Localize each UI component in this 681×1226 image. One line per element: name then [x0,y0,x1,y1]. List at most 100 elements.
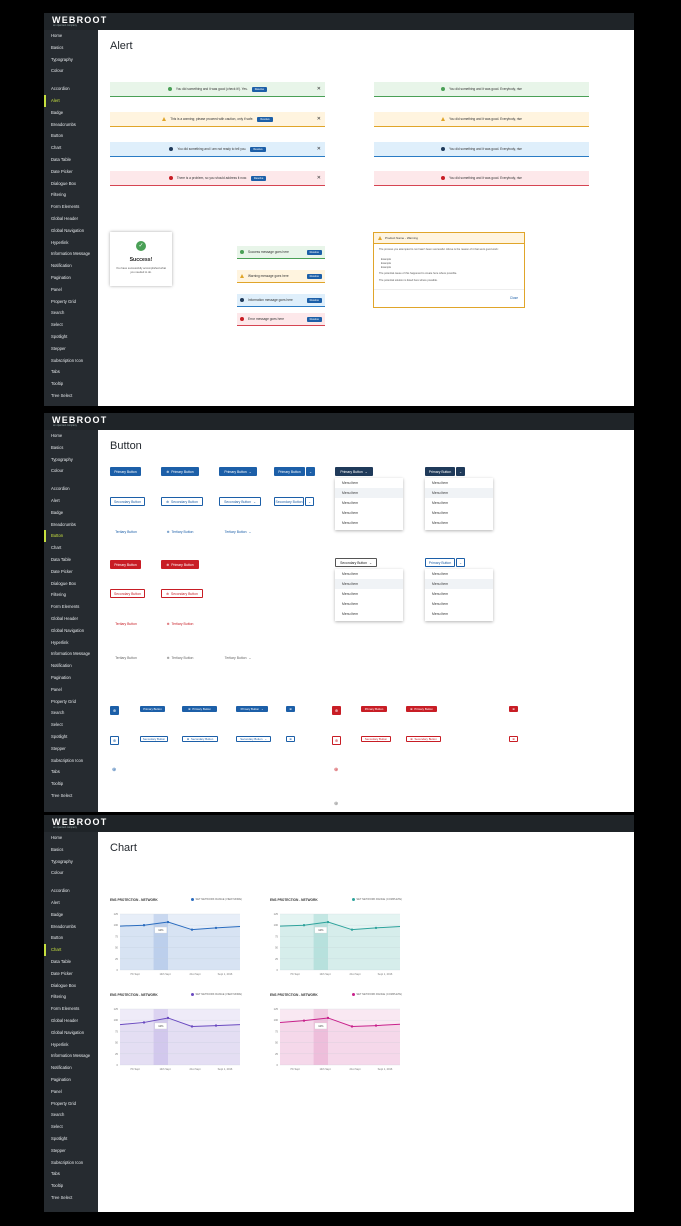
sidebar-item-tabs[interactable]: Tabs [51,1171,60,1177]
primary-split-button-open[interactable]: Primary Button [425,467,455,476]
resolve-button[interactable]: Resolve [250,146,266,152]
dialog-close-button[interactable]: Close [509,296,518,300]
small-danger-secondary-button[interactable]: Secondary Button [361,736,391,742]
sidebar-item-stepper[interactable]: Stepper [51,1147,66,1153]
sidebar-item-form-elements[interactable]: Form Elements [51,204,80,210]
danger-tertiary-button[interactable]: Tertiary Button [110,619,142,628]
sidebar-item-pagination[interactable]: Pagination [51,674,71,680]
sidebar-item-home[interactable]: Home [51,433,63,438]
small-primary-button-with-icon[interactable]: ⊕ Primary Button [182,706,217,712]
sidebar-item-hyperlink[interactable]: Hyperlink [51,1041,69,1047]
sidebar-item-data-table[interactable]: Data Table [51,556,71,562]
sidebar-item-basics[interactable]: Basics [51,44,64,50]
sidebar-item-property-grid[interactable]: Property Grid [51,698,76,704]
danger-tertiary-button-with-icon[interactable]: ⊕ Tertiary Button [161,619,199,628]
primary-dropdown-button-open[interactable]: Primary Button ⌄ [335,467,373,476]
sidebar-item-colour[interactable]: Colour [51,870,64,876]
small-danger-secondary-icon-button[interactable]: ⊕ [509,736,518,742]
small-danger-button[interactable]: Primary Button [361,706,387,712]
sidebar-item-select[interactable]: Select [51,722,63,728]
menu-item[interactable]: Menu Item [432,501,449,505]
sidebar-item-global-header[interactable]: Global Header [51,215,79,221]
sidebar-item-dialogue-box[interactable]: Dialogue Box [51,180,76,186]
menu-item[interactable]: Menu Item [425,579,493,589]
sidebar-item-property-grid[interactable]: Property Grid [51,1100,76,1106]
sidebar-item-button[interactable]: Button [51,935,64,941]
sidebar-item-badge[interactable]: Badge [51,109,64,115]
secondary-dropdown-button[interactable]: Secondary Button ⌄ [219,497,261,506]
neutral-plus-icon[interactable]: ⊕ [334,801,339,807]
sidebar-item-panel[interactable]: Panel [51,1088,62,1094]
sidebar-item-search[interactable]: Search [51,310,65,316]
neutral-tertiary-button[interactable]: Tertiary Button [110,653,142,662]
menu-item[interactable]: Menu Item [342,572,359,576]
sidebar-item-breadcrumbs[interactable]: Breadcrumbs [51,923,76,929]
sidebar-item-typography[interactable]: Typography [51,858,73,864]
sidebar-item-date-picker[interactable]: Date Picker [51,168,73,174]
sidebar-item-colour[interactable]: Colour [51,68,64,74]
small-icon-button[interactable]: ⊕ [286,706,295,712]
menu-item[interactable]: Menu Item [342,511,359,515]
danger-secondary-button-with-icon[interactable]: ⊕ Secondary Button [161,589,203,598]
sidebar-item-notification[interactable]: Notification [51,663,72,669]
small-primary-dropdown-button[interactable]: Primary Button ⌄ [236,706,268,712]
sidebar-item-tabs[interactable]: Tabs [51,369,60,375]
sidebar-item-global-navigation[interactable]: Global Navigation [51,227,85,233]
danger-primary-button-with-icon[interactable]: ⊕ Primary Button [161,560,199,569]
sidebar-item-date-picker[interactable]: Date Picker [51,568,73,574]
sidebar-item-pagination[interactable]: Pagination [51,1076,71,1082]
resolve-button[interactable]: Resolve [306,316,322,322]
sidebar-item-typography[interactable]: Typography [51,456,73,462]
sidebar-item-spotlight[interactable]: Spotlight [51,733,68,739]
sidebar-item-tree-select[interactable]: Tree Select [51,1194,73,1200]
menu-item[interactable]: Menu Item [432,602,449,606]
sidebar-item-breadcrumbs[interactable]: Breadcrumbs [51,121,76,127]
danger-plus-icon[interactable]: ⊕ [334,767,339,773]
sidebar-item-tabs[interactable]: Tabs [51,769,60,775]
menu-item[interactable]: Menu Item [432,612,449,616]
sidebar-item-hyperlink[interactable]: Hyperlink [51,639,69,645]
close-icon[interactable]: ✕ [316,86,321,92]
menu-item[interactable]: Menu Item [335,488,403,498]
sidebar-item-tooltip[interactable]: Tooltip [51,781,64,787]
sidebar-item-select[interactable]: Select [51,1124,63,1130]
sidebar-item-global-header[interactable]: Global Header [51,1017,79,1023]
sidebar-item-dialogue-box[interactable]: Dialogue Box [51,982,76,988]
sidebar-item-accordion[interactable]: Accordion [51,486,70,492]
small-secondary-icon-button[interactable]: ⊕ [286,736,295,742]
sidebar-item-tree-select[interactable]: Tree Select [51,792,73,798]
sidebar-item-panel[interactable]: Panel [51,286,62,292]
small-secondary-button-with-icon[interactable]: ⊕ Secondary Button [182,736,218,742]
split-chevron-button[interactable]: ⌄ [305,497,314,506]
sidebar-item-filtering[interactable]: Filtering [51,592,66,598]
sidebar-item-accordion[interactable]: Accordion [51,888,70,894]
menu-item[interactable]: Menu Item [432,511,449,515]
sidebar-item-breadcrumbs[interactable]: Breadcrumbs [51,521,76,527]
close-icon[interactable]: ✕ [316,175,321,181]
primary-button-with-icon[interactable]: ⊕ Primary Button [161,467,199,476]
neutral-tertiary-button-with-icon[interactable]: ⊕ Tertiary Button [161,653,199,662]
resolve-button[interactable]: Resolve [251,86,268,92]
primary-dropdown-button[interactable]: Primary Button ⌄ [219,467,257,476]
sidebar-item-alert[interactable]: Alert [51,497,60,503]
sidebar-item-basics[interactable]: Basics [51,846,64,852]
menu-item[interactable]: Menu Item [342,602,359,606]
tertiary-button-with-icon[interactable]: ⊕ Tertiary Button [161,527,199,536]
sidebar-item-badge[interactable]: Badge [51,509,64,515]
sidebar-item-subscription-icon[interactable]: Subscription Icon [51,1159,84,1165]
sidebar-item-tooltip[interactable]: Tooltip [51,381,64,387]
primary-split-button[interactable]: Primary Button [274,467,305,476]
sidebar-item-panel[interactable]: Panel [51,686,62,692]
menu-item[interactable]: Menu Item [425,488,493,498]
sidebar-item-information-message[interactable]: Information Message [51,251,91,257]
sidebar-item-search[interactable]: Search [51,1112,65,1118]
small-danger-secondary-button-with-icon[interactable]: ⊕ Secondary Button [406,736,441,742]
small-danger-icon-button[interactable]: ⊕ [509,706,518,712]
menu-item[interactable]: Menu Item [432,592,449,596]
sidebar-item-chart[interactable]: Chart [51,145,62,151]
neutral-tertiary-dropdown-button[interactable]: Tertiary Button ⌄ [219,653,257,662]
sidebar-item-spotlight[interactable]: Spotlight [51,333,68,339]
sidebar-item-global-navigation[interactable]: Global Navigation [51,627,85,633]
menu-item[interactable]: Menu Item [432,521,449,525]
sidebar-item-dialogue-box[interactable]: Dialogue Box [51,580,76,586]
